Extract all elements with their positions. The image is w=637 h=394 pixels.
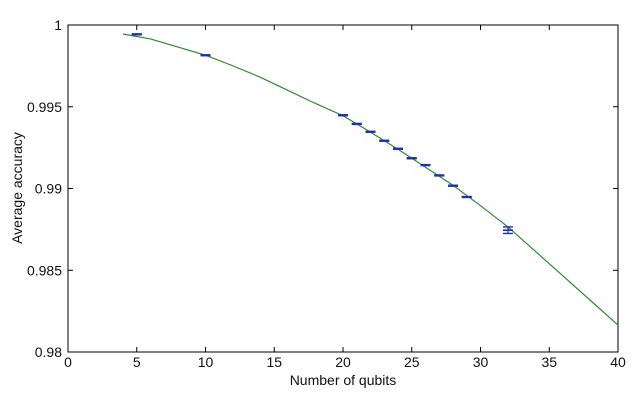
- errorbar-point: [420, 163, 431, 167]
- errorbar-point: [338, 114, 348, 117]
- errorbar-point: [393, 147, 403, 150]
- y-axis-ticks: 0.98 0.985 0.99 0.995 1: [27, 17, 618, 360]
- plot-area: [67, 24, 619, 353]
- errorbar-point: [351, 122, 362, 126]
- x-tick-label: 35: [541, 354, 557, 370]
- x-axis-ticks: 0 5 10 15 20 25 30 35 40: [64, 25, 626, 370]
- x-axis-title: Number of qubits: [290, 372, 397, 388]
- errorbar-layer: [131, 33, 513, 235]
- x-tick-label: 5: [133, 354, 141, 370]
- y-tick-label: 1: [54, 17, 62, 33]
- x-tick-label: 30: [473, 354, 489, 370]
- errorbar-point: [131, 33, 142, 36]
- y-tick-label: 0.99: [35, 181, 62, 197]
- y-tick-label: 0.98: [35, 344, 62, 360]
- errorbar-point: [200, 54, 211, 57]
- x-tick-label: 15: [266, 354, 282, 370]
- errorbar-point: [503, 226, 513, 235]
- errorbar-point: [448, 184, 458, 187]
- y-tick-label: 0.995: [27, 99, 62, 115]
- x-tick-label: 10: [198, 354, 214, 370]
- y-tick-label: 0.985: [27, 262, 62, 278]
- errorbar-point: [461, 195, 472, 199]
- x-tick-label: 20: [335, 354, 351, 370]
- y-axis-title: Average accuracy: [9, 132, 25, 244]
- x-tick-label: 40: [610, 354, 626, 370]
- x-tick-label: 0: [64, 354, 72, 370]
- errorbar-point: [365, 130, 376, 133]
- errorbar-point: [406, 157, 417, 160]
- x-tick-label: 25: [404, 354, 420, 370]
- errorbar-point: [434, 174, 445, 177]
- errorbar-point: [379, 139, 390, 142]
